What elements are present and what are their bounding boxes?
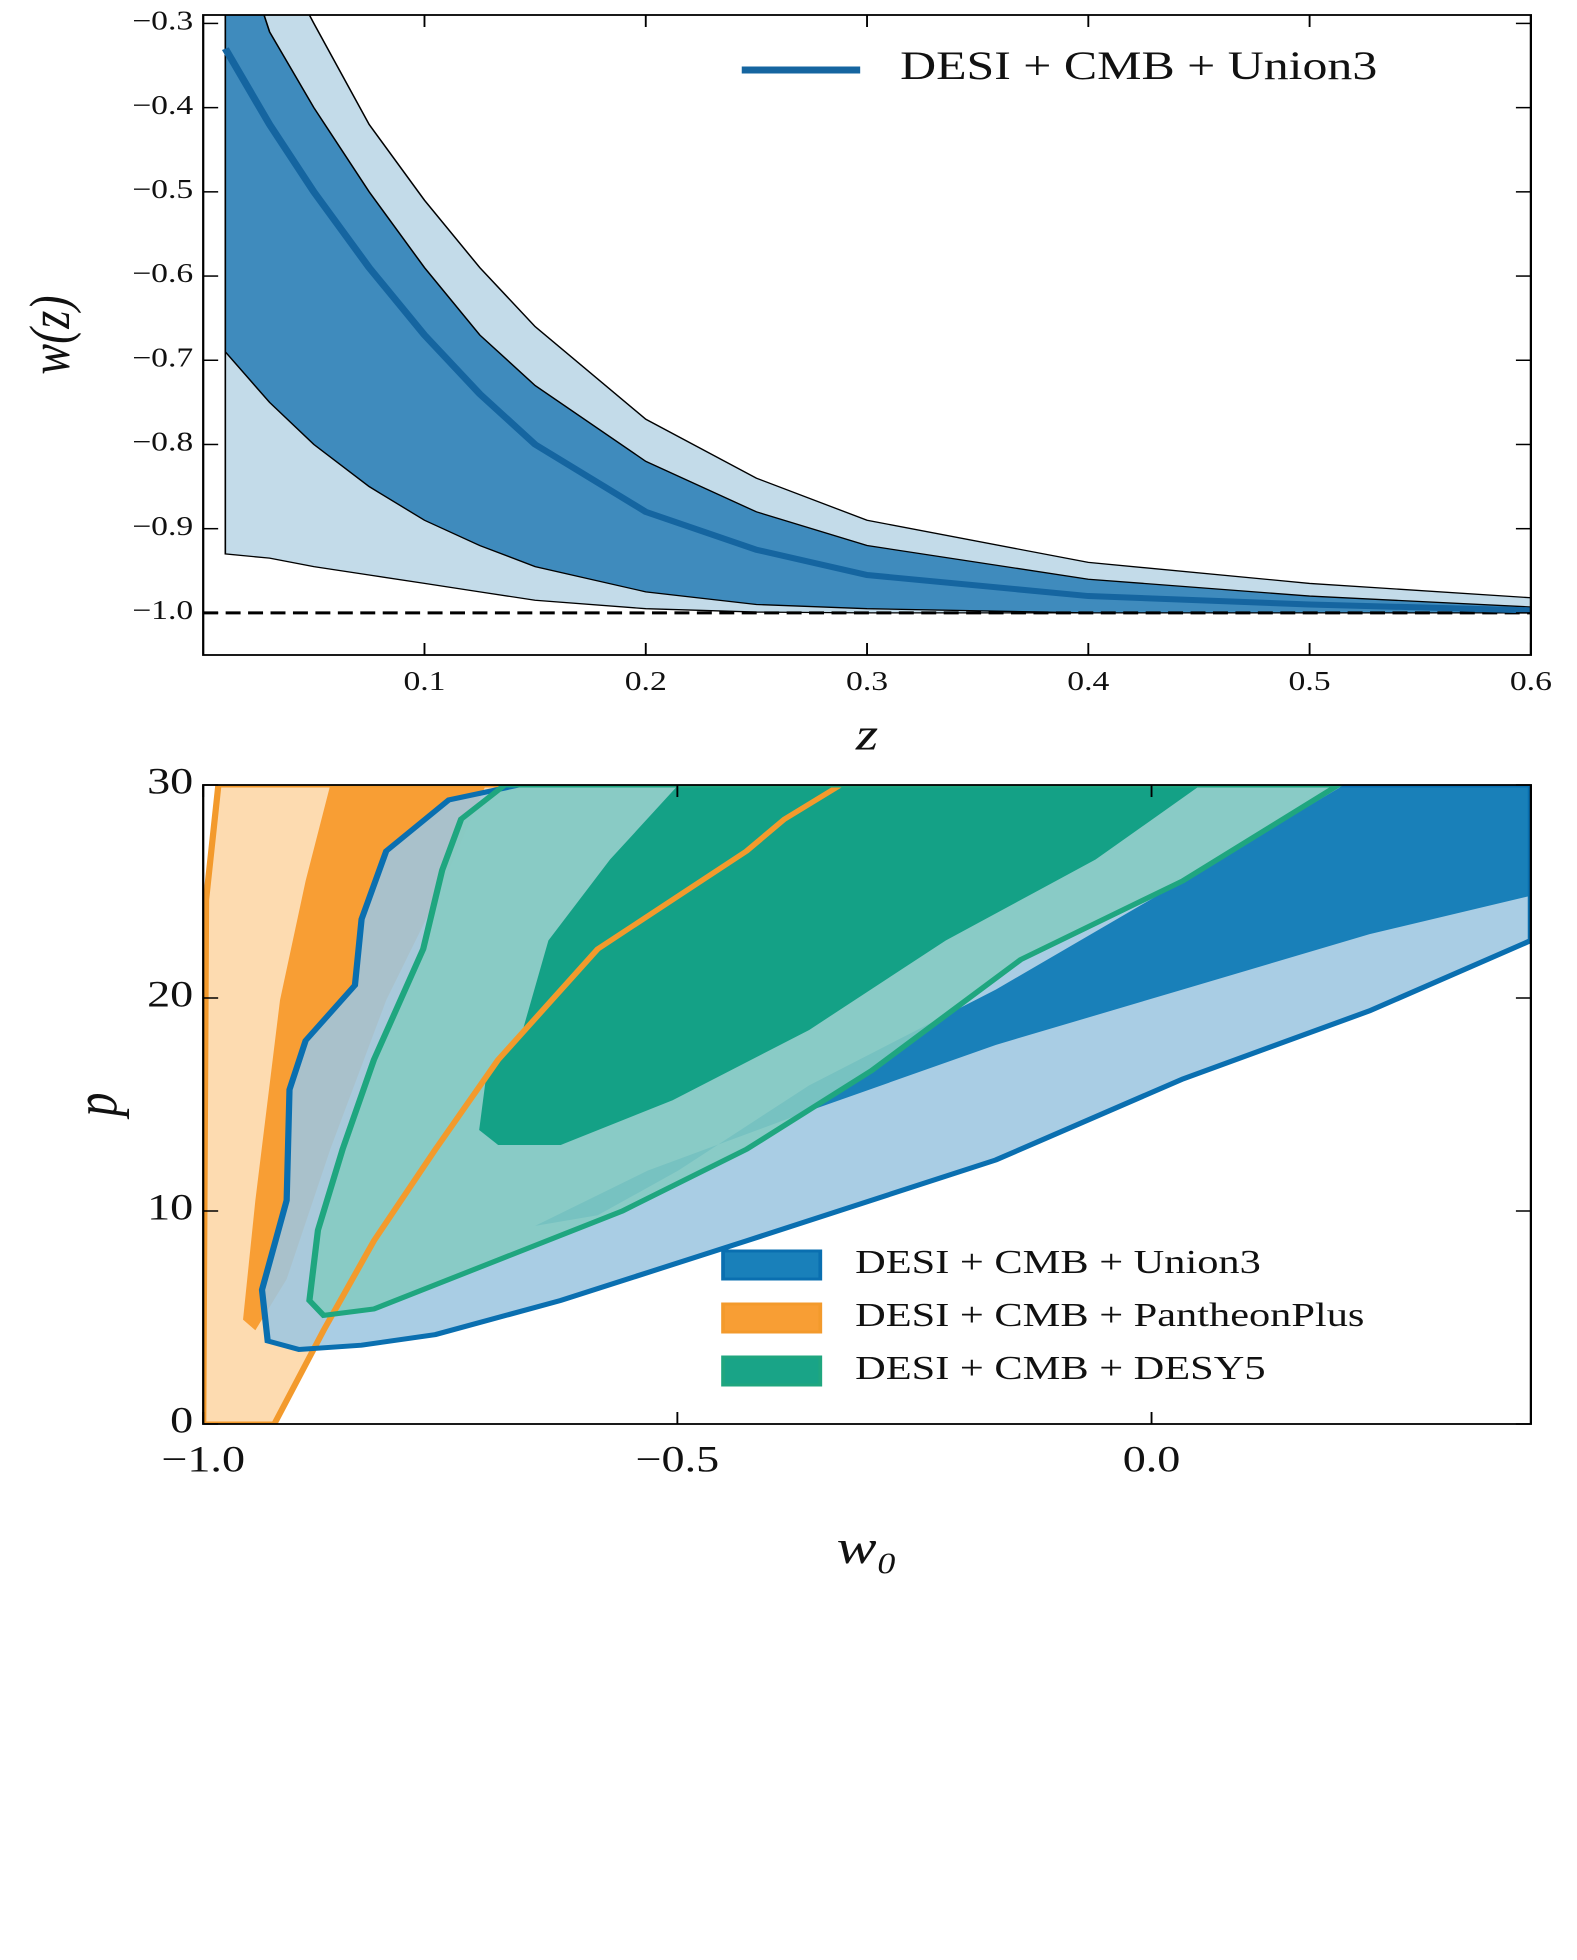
- legend-label: DESI + CMB + DESY5: [855, 1350, 1265, 1387]
- mean-line: [221, 47, 1531, 614]
- y-tick-label: −0.3: [132, 6, 193, 36]
- y-tick-label: 0: [170, 1401, 193, 1442]
- legend-label: DESI + CMB + PantheonPlus: [855, 1297, 1364, 1334]
- x-axis-label: z: [855, 710, 878, 760]
- contour-outline: [203, 785, 846, 1424]
- plot-area: [203, 785, 1531, 1424]
- x-tick-label: 0.5: [1289, 666, 1331, 696]
- inner-contour: [479, 785, 1201, 1145]
- contour-outline: [258, 785, 1531, 1352]
- contour-outline: [306, 785, 1344, 1319]
- plot-frame: [202, 784, 1532, 1425]
- x-tick-label: 0.6: [1510, 666, 1552, 696]
- legend-swatch: [721, 1249, 823, 1281]
- y-tick-label: −1.0: [132, 595, 193, 625]
- legend-label: DESI + CMB + Union3: [900, 44, 1377, 88]
- x-tick-label: 0.1: [403, 666, 445, 696]
- y-axis-label: p: [63, 1092, 129, 1120]
- x-tick-label: −0.5: [636, 1440, 720, 1481]
- y-tick-label: −0.7: [132, 343, 193, 373]
- y-tick-label: −0.5: [132, 174, 193, 204]
- y-axis-label: w(z): [20, 295, 83, 374]
- x-tick-label: 0.0: [1123, 1440, 1181, 1481]
- x-tick-label: 0.4: [1067, 666, 1109, 696]
- plot-frame: [202, 14, 1532, 656]
- y-tick-label: −0.6: [132, 258, 193, 288]
- legend-swatch: [721, 1302, 823, 1334]
- plot-area: [203, 15, 1531, 615]
- y-tick-label: 20: [147, 975, 193, 1016]
- legend-swatch: [721, 1355, 823, 1387]
- x-tick-label: −1.0: [161, 1440, 245, 1481]
- legend-label: DESI + CMB + Union3: [855, 1244, 1261, 1281]
- y-tick-label: −0.4: [132, 90, 193, 120]
- confidence-band: [224, 15, 1531, 614]
- y-tick-label: 30: [147, 762, 193, 803]
- x-tick-label: 0.2: [625, 666, 667, 696]
- x-axis-label: w₀: [837, 1521, 898, 1574]
- x-tick-label: 0.3: [846, 666, 888, 696]
- y-tick-label: −0.8: [132, 427, 193, 457]
- y-tick-label: 10: [147, 1188, 193, 1229]
- y-tick-label: −0.9: [132, 511, 193, 541]
